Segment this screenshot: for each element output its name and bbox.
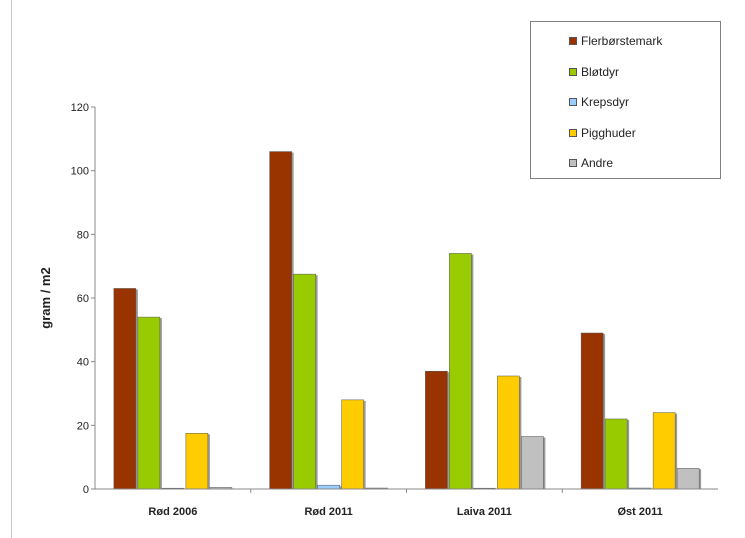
bar-andre	[676, 468, 700, 490]
bar-flerb-rstemark	[425, 370, 448, 490]
bar-pigghuder	[497, 375, 520, 490]
y-tick-label: 40	[77, 357, 89, 369]
y-tick-label: 20	[77, 420, 89, 432]
bar-pigghuder	[341, 399, 364, 490]
y-tick-label: 100	[71, 166, 89, 178]
bar-flerb-rstemark	[580, 332, 604, 490]
legend: Flerbørstemark Bløtdyr Krepsdyr Pigghuder An…	[530, 21, 721, 179]
bar-bl-tdyr	[604, 418, 628, 490]
legend-item: Pigghuder	[569, 125, 636, 141]
x-category-label: Rød 2006	[148, 506, 197, 518]
legend-swatch	[569, 98, 577, 106]
legend-swatch	[569, 159, 577, 167]
legend-label: Bløtdyr	[581, 64, 620, 79]
bars	[113, 151, 702, 490]
legend-label: Flerbørstemark	[581, 34, 663, 48]
y-tick-label: 120	[71, 102, 89, 114]
legend-label: Andre	[581, 156, 614, 170]
bar-flerb-rstemark	[269, 151, 292, 490]
legend-item: Krepsdyr	[569, 94, 629, 110]
x-category-label: Rød 2011	[304, 506, 352, 518]
x-axis-categories: Rød 2006 Rød 2011 Laiva 2011 Øst 2011	[148, 489, 663, 518]
frame-border-line	[11, 0, 12, 538]
legend-label: Pigghuder	[581, 125, 636, 140]
legend-label: Krepsdyr	[581, 95, 630, 109]
legend-item: Bløtdyr	[569, 64, 619, 80]
bar-pigghuder	[185, 433, 209, 490]
bar-pigghuder	[652, 412, 676, 490]
legend-swatch	[569, 128, 577, 137]
legend-swatch	[569, 67, 577, 76]
y-tick-label: 60	[77, 293, 89, 305]
bar-krepsdyr	[317, 484, 340, 490]
legend-item: Flerbørstemark	[569, 33, 662, 49]
bar-flerb-rstemark	[113, 288, 137, 490]
bar-bl-tdyr	[137, 316, 161, 490]
bar-bl-tdyr	[449, 253, 472, 490]
y-axis-ticks: 0 20 40 60 80 100 120	[71, 102, 95, 496]
bar-andre	[521, 436, 544, 490]
x-category-label: Øst 2011	[617, 506, 662, 518]
y-tick-label: 0	[83, 484, 89, 496]
y-axis-label: gram / m2	[38, 267, 53, 328]
legend-swatch	[569, 37, 577, 45]
y-tick-label: 80	[77, 229, 89, 241]
x-category-label: Laiva 2011	[457, 506, 512, 518]
bar-bl-tdyr	[293, 273, 316, 490]
legend-item: Andre	[569, 155, 613, 171]
